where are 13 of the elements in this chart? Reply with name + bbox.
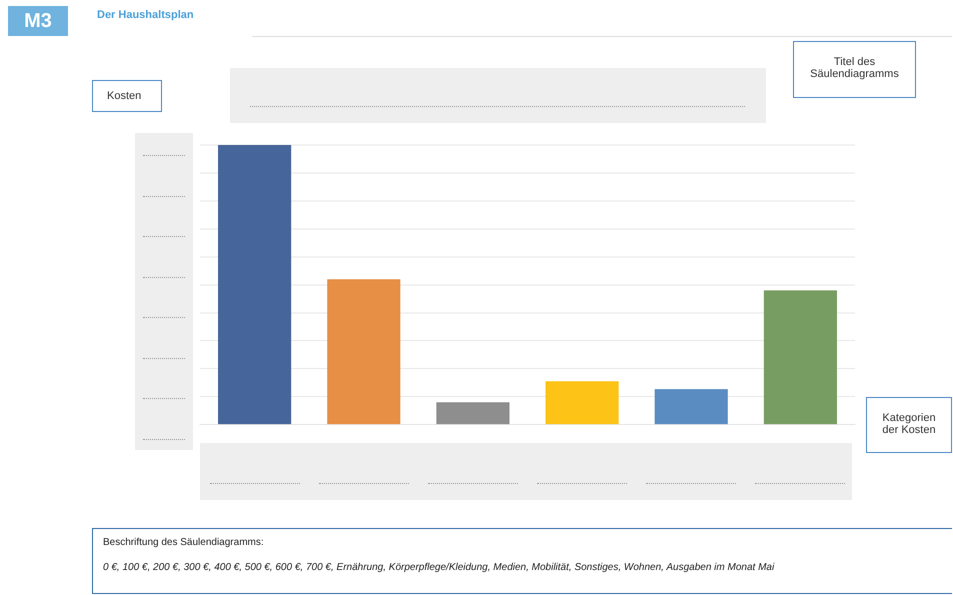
bar <box>218 145 292 424</box>
text: Kategorien der Kosten <box>866 397 952 453</box>
text: Kosten <box>92 80 162 112</box>
text: M3 <box>8 6 68 36</box>
bar <box>546 381 619 424</box>
text: Titel des Säulendiagramms <box>793 41 916 98</box>
bar <box>327 279 400 424</box>
text: Beschriftung des Säulendiagramms: <box>103 537 265 548</box>
bar <box>654 389 728 424</box>
bar <box>764 290 837 424</box>
text: 0 €, 100 €, 200 €, 300 €, 400 €, 500 €, 600 €, 700 €, Ernährung, Körperpflege/Kleidung, Medien, Mobilität, Sonstiges, Wohnen, Ausgaben im Monat Mai <box>103 562 776 573</box>
text: Der Haushaltsplan <box>97 9 194 21</box>
bar <box>436 402 510 424</box>
